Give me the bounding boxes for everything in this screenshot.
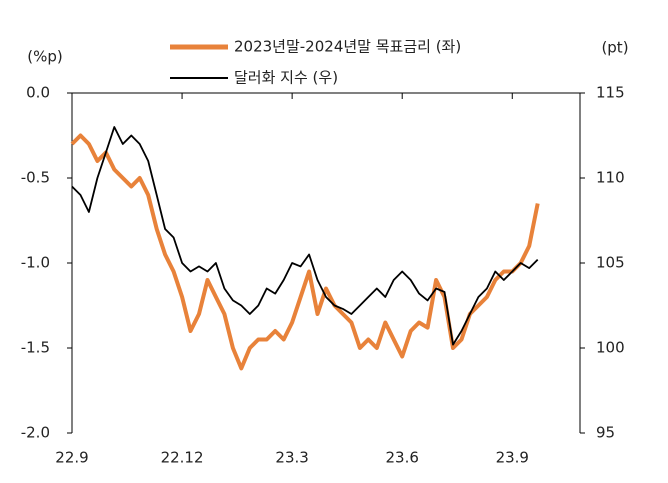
x-tick-label: 23.3: [275, 449, 308, 467]
y-tick-label: -0.5: [21, 169, 50, 187]
y-tick-label: 0.0: [26, 84, 50, 102]
y2-tick-label: 100: [596, 339, 625, 357]
x-tick-label: 22.9: [55, 449, 88, 467]
data-line: [70, 133, 540, 371]
x-tick-label: 23.9: [496, 449, 529, 467]
y2-tick-label: 95: [596, 424, 615, 442]
x-tick-label: 22.12: [161, 449, 204, 467]
legend-label: 달러화 지수 (우): [234, 69, 338, 87]
y2-tick-label: 115: [596, 84, 625, 102]
y-tick-label: -2.0: [21, 424, 50, 442]
y-tick-label: -1.5: [21, 339, 50, 357]
y2-axis-title: (pt): [601, 39, 628, 57]
y-axis-title: (%p): [27, 48, 62, 66]
y2-tick-label: 105: [596, 254, 625, 272]
y-tick-label: -1.0: [21, 254, 50, 272]
y2-tick-label: 110: [596, 169, 625, 187]
x-tick-label: 23.6: [385, 449, 418, 467]
data-line: [71, 126, 539, 346]
legend-label: 2023년말-2024년말 목표금리 (좌): [234, 38, 461, 56]
